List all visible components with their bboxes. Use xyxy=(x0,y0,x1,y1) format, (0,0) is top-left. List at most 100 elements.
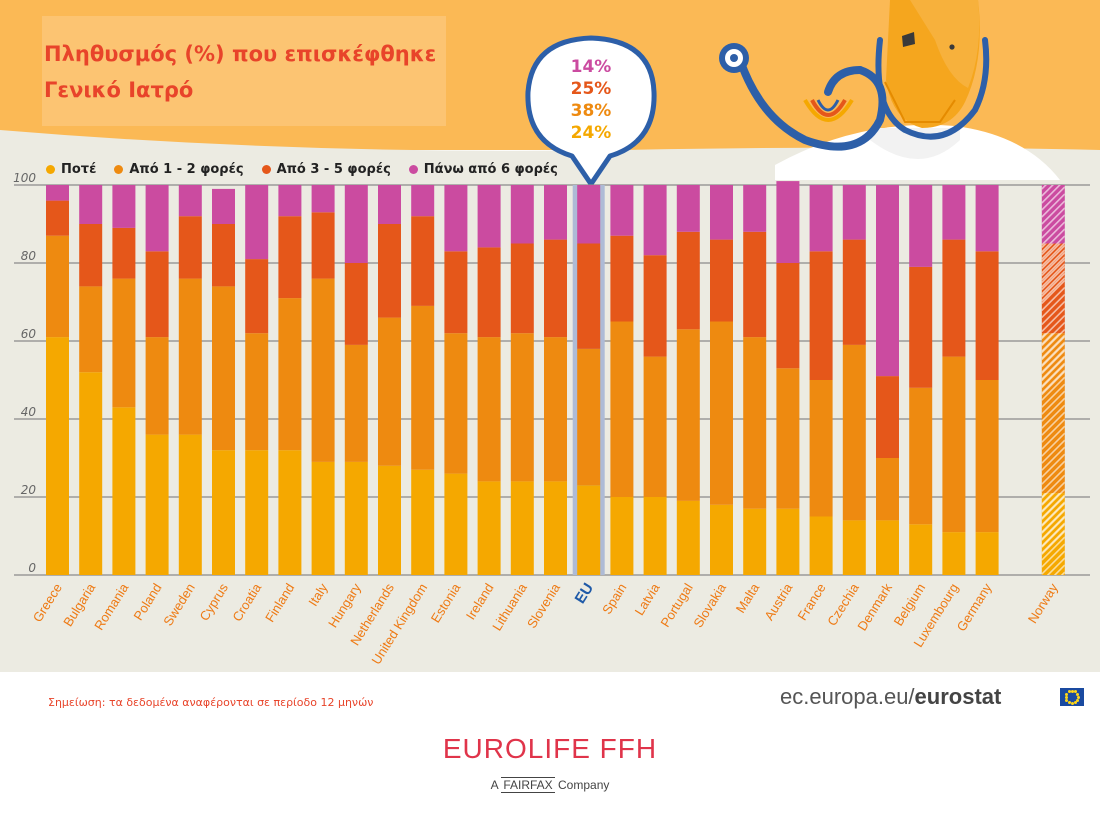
bar-segment xyxy=(809,251,833,380)
bar-segment xyxy=(975,251,999,380)
bar-segment xyxy=(46,185,69,201)
bar-segment xyxy=(1041,333,1065,494)
bar-segment xyxy=(112,407,136,575)
hatch-line xyxy=(1041,390,1065,415)
eu-value-3-5: 25% xyxy=(570,79,612,99)
y-tick-label: 100 xyxy=(13,171,36,185)
source-link[interactable]: ec.europa.eu/eurostat xyxy=(780,684,1001,710)
bar-segment xyxy=(212,224,235,287)
eu-flag-star xyxy=(1076,695,1080,699)
bar-segment xyxy=(510,185,534,244)
bar-segment xyxy=(444,473,468,575)
y-tick-label: 0 xyxy=(28,561,36,575)
bar-segment xyxy=(444,185,468,252)
hatch-line xyxy=(1041,279,1065,305)
brand-logo: EUROLIFE FFH xyxy=(442,733,658,764)
bar-segment xyxy=(643,185,667,256)
hatch-line xyxy=(1041,300,1065,326)
bar-segment xyxy=(46,235,69,338)
hatch-line xyxy=(1041,383,1065,408)
bar-segment xyxy=(743,231,767,338)
bar-segment xyxy=(577,185,601,244)
hatch-line xyxy=(1041,425,1065,450)
bar-segment xyxy=(710,239,733,322)
hatch-line xyxy=(1041,516,1065,541)
bar-segment xyxy=(411,305,435,470)
bar-segment xyxy=(776,508,800,575)
hatch-line xyxy=(1041,207,1065,232)
hatch-line xyxy=(1041,186,1065,211)
bar-segment xyxy=(743,337,767,509)
bar-segment xyxy=(344,461,368,575)
hatch-line xyxy=(1041,242,1065,267)
bar-segment xyxy=(710,504,733,575)
bar-segment xyxy=(378,317,401,466)
bar-segment xyxy=(245,185,269,260)
hatch-line xyxy=(1041,363,1065,389)
title-box xyxy=(42,16,446,126)
legend: Ποτέ Από 1 - 2 φορές Από 3 - 5 φορές Πάν… xyxy=(46,162,558,177)
hatch-line xyxy=(1046,557,1065,575)
bar-segment xyxy=(378,224,401,318)
hatch-line xyxy=(1041,286,1065,312)
bar-segment xyxy=(112,278,136,408)
hatch-line xyxy=(1041,488,1065,513)
legend-label: Πάνω από 6 φορές xyxy=(423,162,558,177)
hatch-line xyxy=(1041,270,1065,295)
eu-flag-star xyxy=(1065,698,1069,702)
hatch-line xyxy=(1041,251,1065,277)
hatch-line xyxy=(1041,460,1065,485)
bar-segment xyxy=(643,356,667,497)
eu-value-never: 24% xyxy=(570,123,612,143)
title-line-1: Πληθυσμός (%) που επισκέφθηκε xyxy=(44,42,437,66)
hatch-line xyxy=(1041,446,1065,471)
eu-callout-bubble xyxy=(525,35,657,187)
bar-segment xyxy=(909,524,933,575)
bar-segment xyxy=(79,286,103,373)
hatch-line xyxy=(1041,314,1065,340)
bar-segment xyxy=(676,185,700,232)
brand-tagline-prefix: A xyxy=(490,778,502,792)
bar-segment xyxy=(809,380,833,517)
legend-swatch xyxy=(408,165,418,174)
hatch-line xyxy=(1041,334,1065,359)
bar-segment xyxy=(112,185,136,228)
hatch-line xyxy=(1041,356,1065,382)
bar-segment xyxy=(411,469,435,575)
hatch-line xyxy=(1041,509,1065,534)
bar-segment xyxy=(145,251,169,338)
eu-flag-icon xyxy=(1060,688,1084,706)
bar-segment xyxy=(311,461,335,575)
y-tick-label: 60 xyxy=(21,327,37,341)
chart-title: Πληθυσμός (%) που επισκέφθηκε Γενικό Ιατ… xyxy=(44,36,436,108)
hatch-line xyxy=(1041,397,1065,422)
bar-segment xyxy=(544,481,567,575)
bar-segment xyxy=(311,278,335,462)
bar-segment xyxy=(212,450,235,575)
legend-item-1-2: Από 1 - 2 φορές xyxy=(114,162,244,177)
bar-segment xyxy=(378,465,401,575)
bar-segment xyxy=(477,185,501,248)
bar-segment xyxy=(610,185,634,236)
legend-label: Ποτέ xyxy=(61,162,97,177)
bar-segment xyxy=(942,356,966,533)
y-tick-label: 40 xyxy=(21,405,37,419)
hatch-line xyxy=(1041,467,1065,492)
bar-segment xyxy=(975,380,999,533)
bar-segment xyxy=(842,185,866,240)
bar-segment xyxy=(909,387,933,525)
hatch-line xyxy=(1041,328,1065,354)
bar-segment xyxy=(278,450,302,575)
bar-segment xyxy=(510,481,534,575)
hatch-line xyxy=(1041,185,1047,190)
eu-flag-star xyxy=(1075,692,1079,696)
bar-segment xyxy=(46,337,69,575)
bar-segment xyxy=(842,239,866,345)
bar-segment xyxy=(477,247,501,338)
brand-tagline-suffix: Company xyxy=(554,778,610,792)
hatch-line xyxy=(1041,263,1065,288)
hatch-line xyxy=(1041,235,1065,260)
bar-segment xyxy=(610,321,634,497)
hatch-line xyxy=(1041,502,1065,527)
